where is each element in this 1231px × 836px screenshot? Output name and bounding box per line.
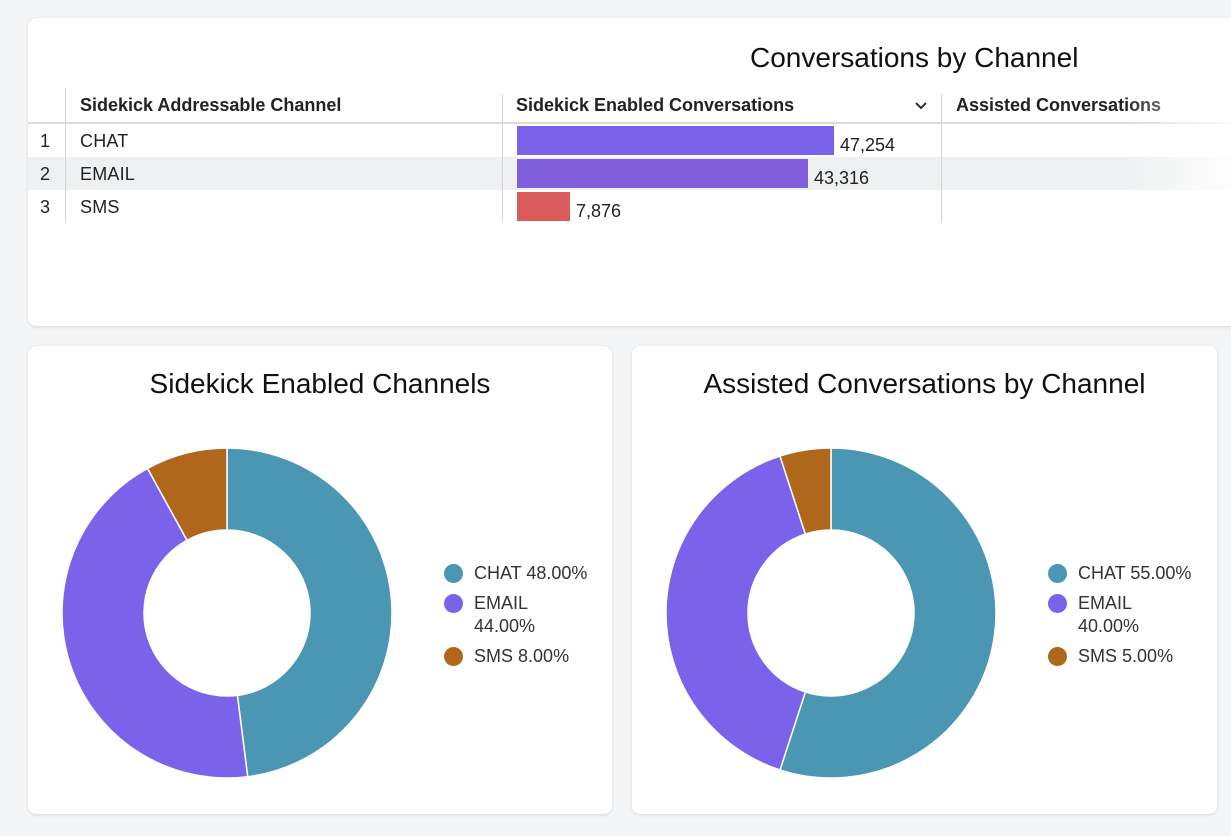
legend-item-sms[interactable]: SMS 5.00% xyxy=(1046,645,1216,668)
donut-slice-sms[interactable] xyxy=(779,447,832,536)
legend-name: EMAIL xyxy=(1078,593,1133,613)
column-header-channel[interactable]: Sidekick Addressable Channel xyxy=(80,95,342,115)
legend-name: CHAT xyxy=(474,563,522,583)
channel-cell: SMS xyxy=(80,197,120,217)
column-divider xyxy=(65,88,66,222)
channel-cell: CHAT xyxy=(80,131,129,151)
sidekick-enabled-channels-card: Sidekick Enabled Channels CHAT 48.00% EM… xyxy=(28,346,612,814)
assisted-conversations-by-channel-card: Assisted Conversations by Channel CHAT 5… xyxy=(632,346,1217,814)
donut-slice-sms[interactable] xyxy=(146,447,228,542)
overflow-fade xyxy=(1123,88,1231,228)
value-bar xyxy=(517,159,808,188)
channel-cell: EMAIL xyxy=(80,164,136,184)
channel-table: Sidekick Addressable Channel Sidekick En… xyxy=(28,88,1231,223)
legend-name: SMS xyxy=(474,646,514,666)
legend-dot xyxy=(444,594,463,613)
legend-item-chat[interactable]: CHAT 48.00% xyxy=(442,562,612,585)
row-number: 3 xyxy=(40,197,51,217)
table-row[interactable]: 1 CHAT 47,254 xyxy=(28,124,1231,157)
legend-name: CHAT xyxy=(1078,563,1126,583)
legend-item-email[interactable]: EMAIL 40.00% xyxy=(1046,592,1216,638)
table-header: Sidekick Addressable Channel Sidekick En… xyxy=(28,88,1231,124)
legend-percent: 48.00% xyxy=(526,563,588,583)
legend-dot xyxy=(1048,594,1067,613)
donut-slice-chat[interactable] xyxy=(779,447,997,779)
legend-item-chat[interactable]: CHAT 55.00% xyxy=(1046,562,1216,585)
legend-name: EMAIL xyxy=(474,593,529,613)
donut-legend: CHAT 48.00% EMAIL 44.00% SMS 8.00% xyxy=(442,562,612,675)
column-divider xyxy=(502,94,503,222)
legend-percent: 44.00% xyxy=(474,616,536,636)
value-label: 47,254 xyxy=(840,135,896,155)
table-row[interactable]: 2 EMAIL 43,316 xyxy=(28,157,1231,190)
donut-title: Assisted Conversations by Channel xyxy=(703,368,1146,399)
table-row[interactable]: 3 SMS 7,876 xyxy=(28,190,1231,223)
donut-slice-chat[interactable] xyxy=(226,447,393,778)
table-title: Conversations by Channel xyxy=(750,42,1079,73)
value-label: 43,316 xyxy=(814,168,870,188)
column-header-assisted-conversations[interactable]: Assisted Conversations xyxy=(956,95,1162,115)
legend-item-sms[interactable]: SMS 8.00% xyxy=(442,645,612,668)
donut-slice-email[interactable] xyxy=(665,455,807,771)
donut-legend: CHAT 55.00% EMAIL 40.00% SMS 5.00% xyxy=(1046,562,1216,675)
value-bar xyxy=(517,192,570,221)
donut-chart[interactable] xyxy=(664,446,998,780)
row-number: 1 xyxy=(40,131,51,151)
row-number: 2 xyxy=(40,164,51,184)
legend-percent: 8.00% xyxy=(518,646,570,666)
donut-chart[interactable] xyxy=(60,446,394,780)
legend-percent: 5.00% xyxy=(1122,646,1174,666)
legend-dot xyxy=(444,647,463,666)
donut-slice-email[interactable] xyxy=(61,467,249,779)
legend-percent: 55.00% xyxy=(1130,563,1192,583)
legend-dot xyxy=(1048,647,1067,666)
conversations-by-channel-card: Conversations by Channel Sidekick Addres… xyxy=(28,18,1231,326)
legend-name: SMS xyxy=(1078,646,1118,666)
column-header-enabled-conversations[interactable]: Sidekick Enabled Conversations xyxy=(516,95,795,115)
legend-dot xyxy=(1048,564,1067,583)
chevron-down-icon[interactable] xyxy=(914,95,928,115)
legend-item-email[interactable]: EMAIL 44.00% xyxy=(442,592,612,638)
donut-title: Sidekick Enabled Channels xyxy=(149,368,491,399)
legend-percent: 40.00% xyxy=(1078,616,1140,636)
legend-dot xyxy=(444,564,463,583)
value-bar xyxy=(517,126,834,155)
column-divider xyxy=(941,94,942,222)
value-label: 7,876 xyxy=(576,201,622,221)
